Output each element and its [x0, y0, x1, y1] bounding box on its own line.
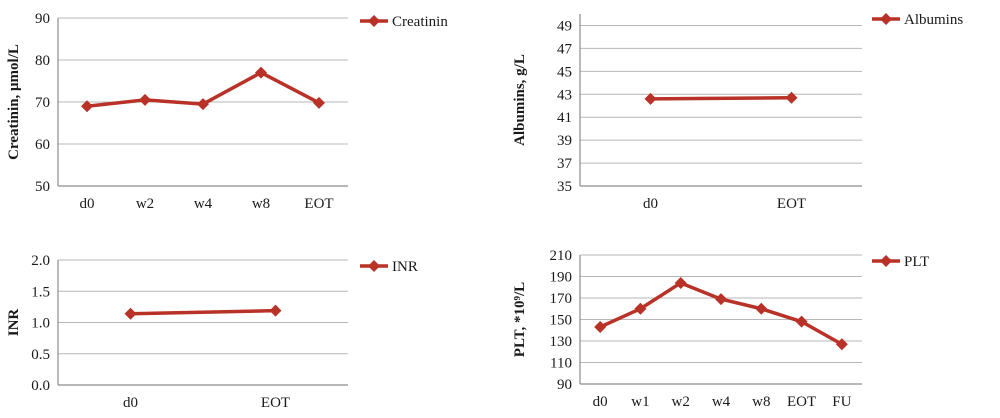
legend: INR: [360, 259, 418, 275]
data-point: [795, 315, 808, 328]
x-tick-label: FU: [832, 394, 851, 410]
legend-label: Creatinin: [392, 14, 448, 30]
y-tick-label: 60: [35, 137, 50, 153]
x-tick-label: d0: [123, 395, 138, 411]
y-tick-label: 1.5: [31, 284, 50, 300]
y-tick-label: 50: [35, 179, 50, 195]
data-point: [197, 98, 209, 111]
data-point: [755, 302, 768, 315]
series-line: [130, 308, 276, 316]
y-axis-title: Albumins, g/L: [512, 54, 528, 146]
x-tick-label: w8: [752, 394, 770, 410]
y-tick-label: 43: [557, 87, 572, 103]
y-tick-label: 70: [35, 95, 50, 111]
y-tick-label: 110: [550, 356, 572, 372]
data-point: [124, 307, 137, 320]
data-point: [255, 66, 267, 79]
legend-marker: [368, 15, 380, 27]
x-tick-label: d0: [643, 196, 658, 212]
chart-inr: 0.0 0.5 1.0 1.5 2.0 d0 EOT INR INR: [6, 253, 418, 411]
data-point: [835, 338, 848, 351]
data-point: [674, 276, 687, 289]
y-tick-label: 150: [550, 313, 573, 329]
data-point: [644, 92, 657, 105]
data-point: [594, 321, 607, 334]
x-tick-label: w4: [712, 394, 731, 410]
legend: Creatinin: [360, 14, 448, 30]
y-tick-label: 49: [557, 18, 572, 34]
x-tick-label: w8: [252, 196, 270, 212]
y-tick-label: 90: [557, 377, 572, 393]
y-tick-label: 39: [557, 133, 572, 149]
series-line: [650, 95, 792, 101]
x-tick-label: EOT: [304, 196, 333, 212]
legend-marker: [880, 255, 892, 267]
x-tick-label: w1: [631, 394, 649, 410]
y-tick-label: 47: [557, 41, 573, 57]
y-tick-label: 35: [557, 179, 572, 195]
series-line: [599, 281, 843, 346]
legend: PLT: [872, 254, 929, 270]
data-point: [313, 96, 325, 109]
y-tick-label: 0.5: [31, 347, 50, 363]
chart-creatinin: 50 60 70 80 90 d0 w2 w4 w8 EOT Creatinin, μmol/L Cr…: [6, 11, 448, 212]
y-tick-label: 190: [550, 270, 573, 286]
x-tick-label: w4: [194, 196, 213, 212]
data-point: [81, 100, 93, 113]
x-tick-label: w2: [672, 394, 690, 410]
x-tick-label: d0: [593, 394, 608, 410]
y-tick-label: 210: [550, 248, 573, 264]
x-tick-label: EOT: [787, 394, 816, 410]
y-tick-label: 37: [557, 156, 573, 172]
y-tick-label: 1.0: [31, 316, 50, 332]
y-axis-title: INR: [6, 309, 22, 337]
y-tick-label: 41: [557, 110, 572, 126]
chart-plt: 90 110 130 150 170 190 210 d0 w1 w2 w4 w8 EOT FU PLT, …: [512, 248, 929, 410]
legend-label: Albumins: [904, 12, 963, 28]
legend-marker: [880, 13, 892, 25]
legend-label: PLT: [904, 254, 929, 270]
y-tick-label: 80: [35, 53, 50, 69]
chart-albumins: 35 37 39 41 43 45 47 49 d0 EOT Albumins, g/L Albumi…: [512, 12, 963, 212]
x-tick-label: w2: [136, 196, 154, 212]
data-point: [634, 302, 647, 315]
legend-marker: [368, 260, 380, 272]
data-point: [139, 93, 151, 106]
x-tick-label: EOT: [261, 395, 290, 411]
y-tick-label: 90: [35, 11, 50, 27]
x-tick-label: d0: [80, 196, 95, 212]
data-point: [785, 91, 798, 104]
y-axis-title: Creatinin, μmol/L: [6, 44, 22, 160]
data-point: [715, 293, 727, 306]
y-axis-title: PLT, *10⁹/L: [512, 282, 528, 357]
y-tick-label: 2.0: [31, 253, 50, 269]
y-tick-label: 170: [550, 291, 573, 307]
y-tick-label: 130: [550, 334, 573, 350]
data-point: [269, 304, 282, 317]
x-tick-label: EOT: [777, 196, 806, 212]
y-tick-label: 0.0: [31, 378, 50, 394]
legend: Albumins: [872, 12, 963, 28]
y-tick-label: 45: [557, 64, 572, 80]
legend-label: INR: [392, 259, 418, 275]
